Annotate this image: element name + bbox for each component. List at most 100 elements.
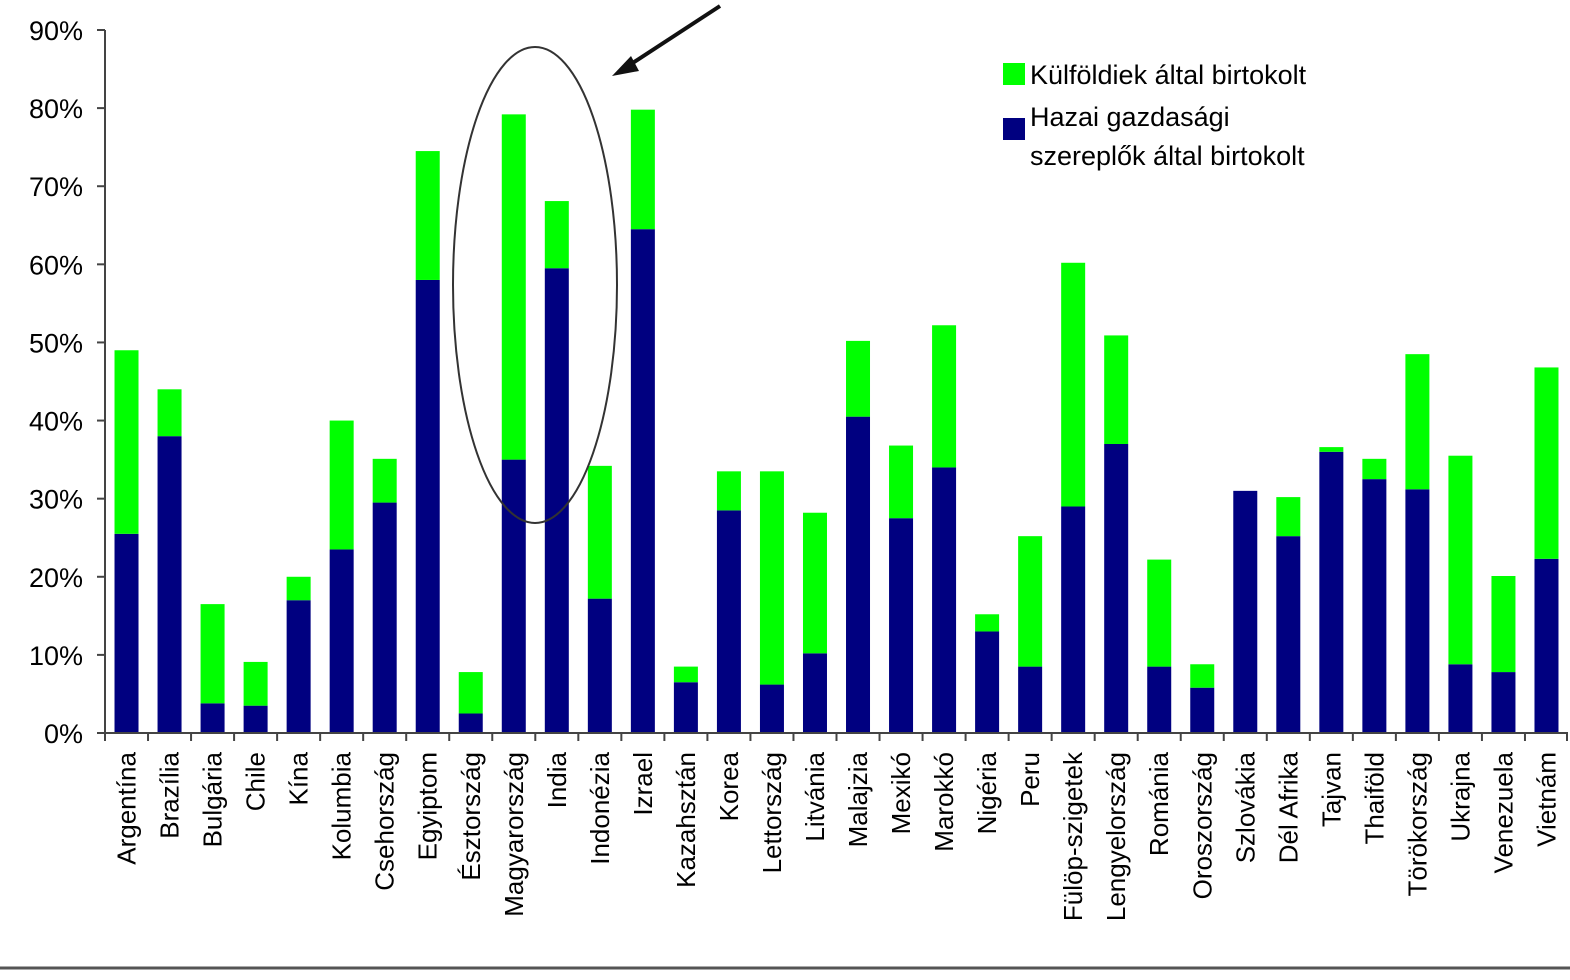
x-category-label: Bulgária	[198, 751, 228, 847]
bar-foreign	[1319, 447, 1344, 452]
bar-domestic	[286, 600, 311, 733]
legend-label-domestic-line2: szereplők által birtokolt	[1030, 141, 1305, 171]
bar-domestic	[802, 653, 827, 733]
bar-domestic	[415, 279, 440, 733]
bar-foreign	[1276, 497, 1301, 537]
x-category-label: Korea	[714, 751, 744, 821]
x-category-label: Peru	[1015, 752, 1045, 807]
y-tick-label: 0%	[44, 719, 83, 749]
bars-group	[114, 109, 1559, 733]
y-tick-label: 20%	[29, 563, 83, 593]
bar-foreign	[501, 114, 526, 460]
x-category-label: Ukrajna	[1445, 751, 1475, 841]
x-category-label: Fülöp-szigetek	[1058, 751, 1088, 921]
x-category-label: Románia	[1144, 751, 1174, 856]
bar-foreign	[716, 471, 741, 511]
y-tick-label: 10%	[29, 641, 83, 671]
x-category-label: Vietnám	[1531, 752, 1561, 847]
x-category-label: Venezuela	[1488, 751, 1518, 873]
x-category-label: Tajvan	[1316, 752, 1346, 827]
bar-domestic	[458, 713, 483, 733]
x-category-label: Kazahsztán	[671, 752, 701, 888]
x-category-label: Oroszország	[1187, 752, 1217, 899]
bar-domestic	[329, 549, 354, 733]
x-axis: Argentína Brazília Bulgária Chile Kína Kolumb…	[104, 732, 1568, 921]
x-category-label: Kína	[284, 751, 314, 805]
bar-foreign	[1448, 455, 1473, 665]
bar-foreign	[458, 672, 483, 714]
bar-domestic	[544, 268, 569, 733]
x-category-label: Litvánia	[800, 751, 830, 841]
bar-foreign	[286, 576, 311, 601]
bar-domestic	[932, 467, 957, 733]
bar-domestic	[1319, 451, 1344, 733]
x-category-label: Észtország	[456, 752, 486, 881]
bar-domestic	[975, 631, 1000, 733]
bar-domestic	[587, 598, 612, 733]
x-category-label: Magyarország	[499, 752, 529, 917]
bar-domestic	[673, 682, 698, 733]
bar-domestic	[200, 703, 225, 733]
legend: Külföldiek által birtokolt Hazai gazdasá…	[1003, 60, 1307, 171]
bar-domestic	[1405, 489, 1430, 733]
bar-foreign	[1018, 536, 1043, 667]
bar-domestic	[1362, 479, 1387, 733]
x-category-label: Marokkó	[929, 752, 959, 852]
bar-foreign	[372, 458, 397, 503]
bar-foreign	[673, 666, 698, 683]
bar-foreign	[1405, 354, 1430, 490]
bar-domestic	[846, 416, 871, 733]
bar-foreign	[544, 201, 569, 269]
bar-foreign	[157, 389, 182, 437]
x-category-label: Brazília	[155, 751, 185, 838]
bar-domestic	[114, 533, 139, 733]
bar-domestic	[759, 684, 784, 733]
bar-foreign	[1362, 458, 1387, 480]
x-category-label: Kolumbia	[327, 751, 357, 860]
x-category-label: Mexikó	[886, 752, 916, 834]
y-tick-label: 30%	[29, 485, 83, 515]
x-category-label: Chile	[241, 752, 271, 811]
x-category-label: Szlovákia	[1230, 751, 1260, 863]
legend-label-foreign: Külföldiek által birtokolt	[1030, 60, 1307, 90]
y-tick-label: 90%	[29, 16, 83, 46]
bar-domestic	[372, 502, 397, 733]
legend-swatch-foreign	[1003, 63, 1025, 85]
legend-swatch-domestic	[1003, 118, 1025, 140]
bar-domestic	[1104, 443, 1129, 733]
bar-foreign	[932, 325, 957, 468]
x-category-label: Nigéria	[972, 751, 1002, 834]
bar-domestic	[1534, 558, 1559, 733]
bar-domestic	[630, 229, 655, 733]
x-category-label: Lettország	[757, 752, 787, 873]
bar-foreign	[415, 151, 440, 280]
y-tick-label: 50%	[29, 328, 83, 358]
y-tick-label: 60%	[29, 250, 83, 280]
bar-domestic	[243, 705, 268, 733]
bar-foreign	[587, 465, 612, 599]
x-category-label: Egyiptom	[413, 752, 443, 860]
bar-domestic	[1190, 687, 1215, 733]
annotation-arrow-line	[623, 4, 722, 70]
bar-domestic	[1233, 490, 1258, 733]
bar-foreign	[1061, 262, 1086, 507]
bar-domestic	[1018, 666, 1043, 733]
bar-domestic	[889, 518, 914, 733]
bar-domestic	[1147, 666, 1172, 733]
x-category-label: Malajzia	[843, 751, 873, 847]
annotation-arrow-head	[612, 56, 639, 76]
bar-foreign	[114, 350, 139, 534]
bar-domestic	[1448, 664, 1473, 733]
x-category-label: Thaiföld	[1359, 752, 1389, 845]
bar-foreign	[846, 340, 871, 417]
y-axis: 0% 10% 20% 30% 40% 50% 60% 70% 80% 90%	[29, 16, 106, 749]
bar-domestic	[1491, 672, 1516, 733]
y-tick-label: 40%	[29, 407, 83, 437]
y-tick-label: 80%	[29, 94, 83, 124]
x-category-label: Dél Afrika	[1273, 751, 1303, 863]
bar-foreign	[975, 614, 1000, 632]
legend-label-domestic-line1: Hazai gazdasági	[1030, 102, 1230, 132]
x-category-label: Csehország	[370, 752, 400, 891]
